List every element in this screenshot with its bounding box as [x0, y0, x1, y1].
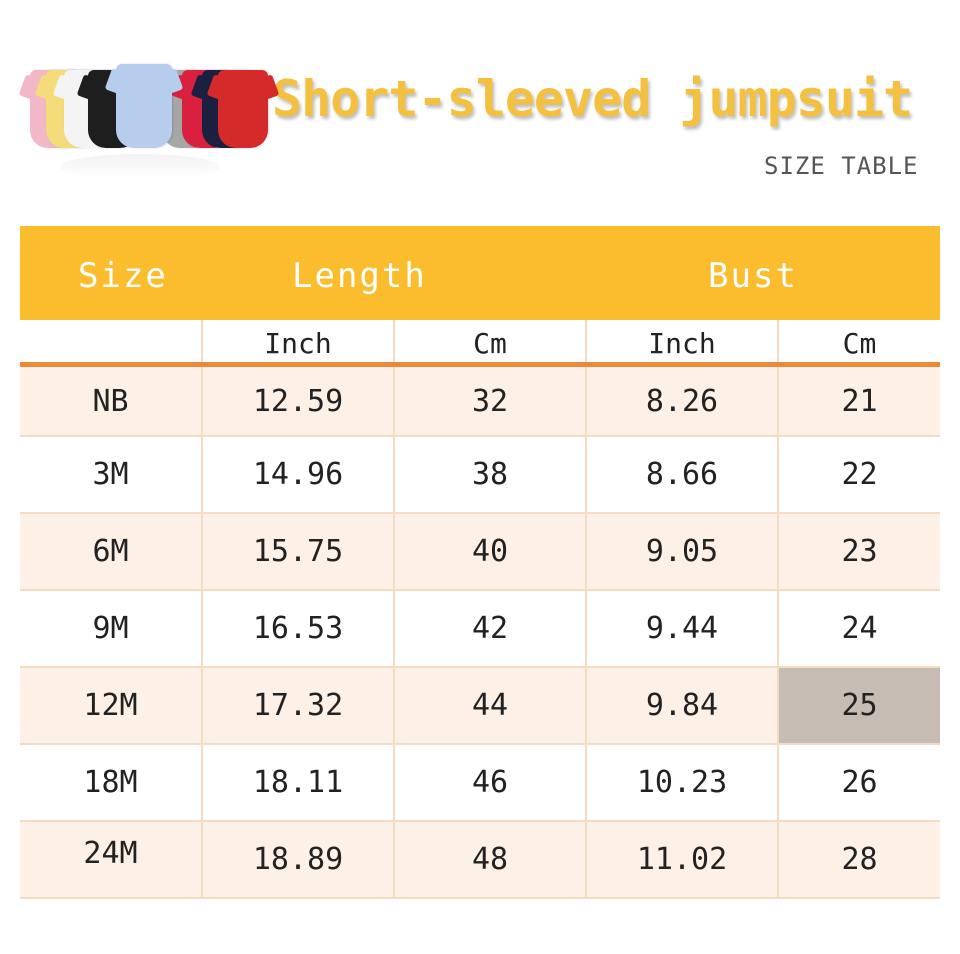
unit-empty: [20, 320, 203, 362]
cell-size: 24M: [20, 822, 203, 897]
table-row: 24M 18.89 48 11.02 28: [20, 822, 940, 899]
cell-size: NB: [20, 367, 203, 435]
cell-bust-inch: 11.02: [587, 822, 779, 897]
cell-size: 6M: [20, 514, 203, 589]
table-row: 3M 14.96 38 8.66 22: [20, 437, 940, 514]
cell-bust-cm: 25: [779, 668, 940, 743]
cell-bust-inch: 10.23: [587, 745, 779, 820]
unit-bust-cm: Cm: [842, 326, 877, 360]
cell-length-cm: 32: [395, 367, 587, 435]
cell-length-inch: 16.53: [203, 591, 395, 666]
product-image-onesies: [20, 62, 268, 182]
cell-length-cm: 44: [395, 668, 587, 743]
cell-size: 3M: [20, 437, 203, 512]
cell-bust-cm: 22: [841, 457, 878, 492]
cell-bust-cm: 26: [841, 765, 878, 800]
header-size: Size: [78, 256, 168, 296]
unit-length-inch: Inch: [203, 320, 395, 362]
cell-length-inch: 17.32: [203, 668, 395, 743]
cell-bust-inch: 9.05: [587, 514, 779, 589]
table-row: 12M 17.32 44 9.84 25: [20, 668, 940, 745]
unit-row: Inch Cm Inch Cm: [20, 320, 940, 367]
cell-length-cm: 38: [395, 437, 587, 512]
cell-size: 9M: [20, 591, 203, 666]
cell-length-inch: 18.11: [203, 745, 395, 820]
reflection: [60, 154, 220, 180]
cell-length-inch: 15.75: [203, 514, 395, 589]
cell-length-inch: 12.59: [203, 367, 395, 435]
cell-size: 18M: [20, 745, 203, 820]
unit-length-cm: Cm: [395, 320, 587, 362]
page-subtitle: SIZE TABLE: [764, 152, 919, 180]
cell-length-cm: 48: [395, 822, 587, 897]
onesie-shape: [116, 64, 172, 148]
cell-bust-inch: 8.26: [587, 367, 779, 435]
table-header: Size Length Bust: [20, 226, 940, 320]
cell-bust-inch: 9.84: [587, 668, 779, 743]
cell-length-cm: 42: [395, 591, 587, 666]
table-row: 6M 15.75 40 9.05 23: [20, 514, 940, 591]
page-title: Short-sleeved jumpsuit: [272, 70, 913, 128]
table-row: NB 12.59 32 8.26 21: [20, 367, 940, 437]
cell-length-cm: 40: [395, 514, 587, 589]
unit-bust-inch: Inch: [587, 320, 779, 362]
cell-size: 12M: [20, 668, 203, 743]
onesie-shape: [218, 70, 268, 148]
cell-length-cm: 46: [395, 745, 587, 820]
header-length: Length: [292, 256, 427, 296]
cell-length-inch: 14.96: [203, 437, 395, 512]
cell-bust-cm: 24: [841, 611, 878, 646]
size-table: Size Length Bust Inch Cm Inch Cm NB 12.59…: [20, 226, 940, 899]
header-bust: Bust: [708, 256, 798, 296]
cell-bust-cm: 23: [841, 534, 878, 569]
table-row: 18M 18.11 46 10.23 26: [20, 745, 940, 822]
cell-bust-cm: 21: [841, 383, 878, 419]
cell-bust-cm: 28: [841, 842, 878, 877]
cell-bust-inch: 8.66: [587, 437, 779, 512]
cell-length-inch: 18.89: [203, 822, 395, 897]
table-row: 9M 16.53 42 9.44 24: [20, 591, 940, 668]
cell-bust-inch: 9.44: [587, 591, 779, 666]
